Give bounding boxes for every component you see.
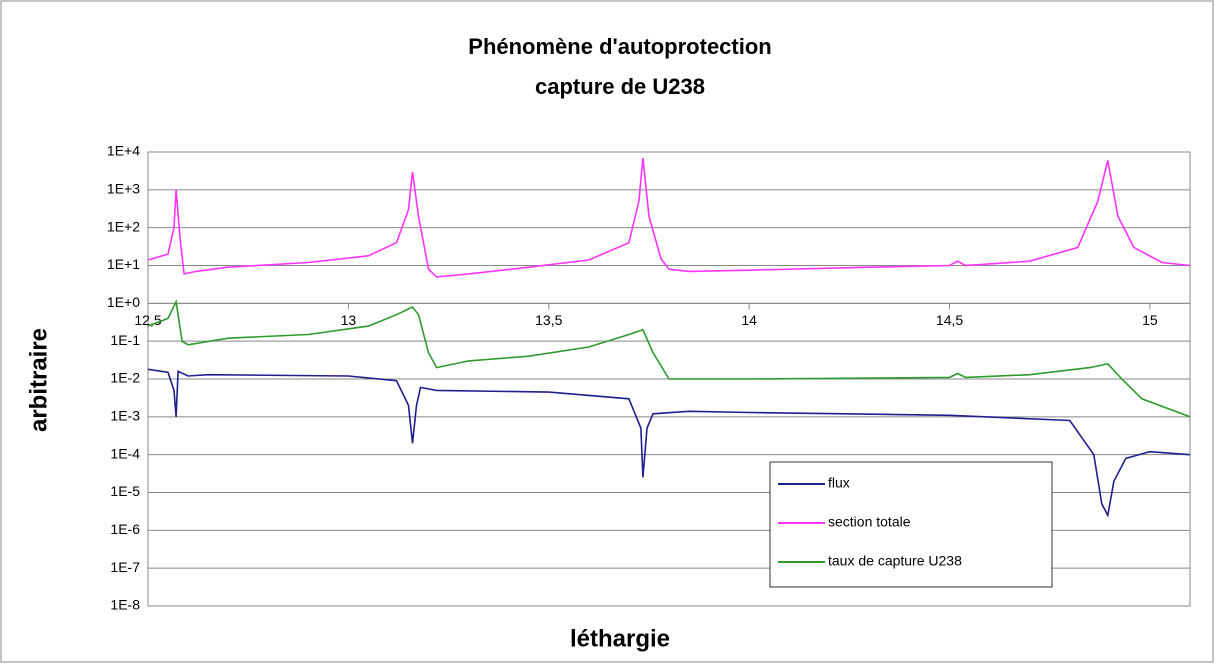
series-line: [147, 157, 1191, 278]
y-tick-label: 1E+0: [107, 294, 140, 310]
y-tick-label: 1E-8: [110, 597, 140, 613]
y-tick-label: 1E+4: [107, 143, 140, 159]
legend-label: flux: [828, 475, 850, 491]
y-tick-label: 1E+1: [107, 256, 140, 272]
series-line: [147, 299, 1191, 418]
y-tick-label: 1E-2: [110, 370, 140, 386]
legend-box: [769, 461, 1053, 588]
series-line: [147, 368, 1191, 518]
y-axis-label: arbitraire: [25, 328, 52, 432]
y-tick-label: 1E-5: [110, 483, 140, 499]
x-tick-label: 13: [341, 312, 357, 328]
y-tick-label: 1E-6: [110, 521, 140, 537]
chart-title: Phénomène d'autoprotection: [468, 34, 771, 59]
x-tick-label: 13,5: [535, 312, 562, 328]
y-tick-label: 1E-1: [110, 332, 140, 348]
x-tick-label: 14: [741, 312, 757, 328]
y-tick-label: 1E-4: [110, 445, 140, 461]
y-tick-label: 1E+2: [107, 218, 140, 234]
x-axis-label: léthargie: [570, 625, 670, 652]
y-tick-label: 1E-7: [110, 559, 140, 575]
x-tick-label: 15: [1142, 312, 1158, 328]
chart-subtitle: capture de U238: [535, 74, 705, 99]
legend-label: taux de capture U238: [828, 553, 962, 569]
x-tick-label: 14,5: [936, 312, 963, 328]
legend-label: section totale: [828, 514, 911, 530]
y-tick-label: 1E+3: [107, 181, 140, 197]
y-tick-label: 1E-3: [110, 408, 140, 424]
